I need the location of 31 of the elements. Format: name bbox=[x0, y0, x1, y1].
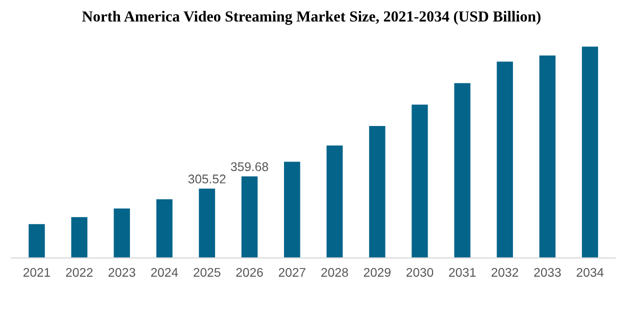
x-tick-label: 2029 bbox=[364, 268, 391, 277]
bar bbox=[539, 55, 556, 258]
x-tick-label: 2034 bbox=[576, 268, 604, 277]
x-tick-label: 2025 bbox=[194, 268, 220, 277]
bar bbox=[582, 46, 598, 258]
x-tick-label: 2031 bbox=[449, 268, 476, 277]
x-tick-label: 2026 bbox=[236, 268, 263, 277]
x-tick-label: 2033 bbox=[534, 268, 561, 277]
x-tick-label: 2023 bbox=[108, 268, 136, 277]
chart-title: North America Video Streaming Market Size, 2021-2034 (USD Billion) bbox=[82, 10, 540, 25]
bar bbox=[241, 176, 258, 258]
data-label: 359.68 bbox=[230, 162, 268, 172]
bar bbox=[369, 126, 386, 258]
bar bbox=[412, 104, 428, 258]
x-tick-label: 2032 bbox=[492, 268, 518, 277]
bar bbox=[114, 208, 130, 258]
x-tick-label: 2021 bbox=[23, 268, 50, 277]
bar bbox=[71, 217, 88, 258]
bar bbox=[496, 62, 513, 258]
x-tick-label: 2030 bbox=[406, 268, 434, 277]
bar bbox=[284, 162, 300, 258]
bar bbox=[28, 224, 45, 258]
x-tick-label: 2022 bbox=[66, 268, 93, 277]
data-label: 305.52 bbox=[188, 174, 226, 184]
x-tick-label: 2027 bbox=[278, 268, 306, 277]
bar bbox=[198, 188, 216, 258]
bar bbox=[326, 145, 343, 258]
bar bbox=[454, 83, 470, 258]
bar bbox=[156, 199, 173, 258]
x-tick-label: 2028 bbox=[321, 268, 348, 277]
x-tick-label: 2024 bbox=[151, 268, 178, 277]
